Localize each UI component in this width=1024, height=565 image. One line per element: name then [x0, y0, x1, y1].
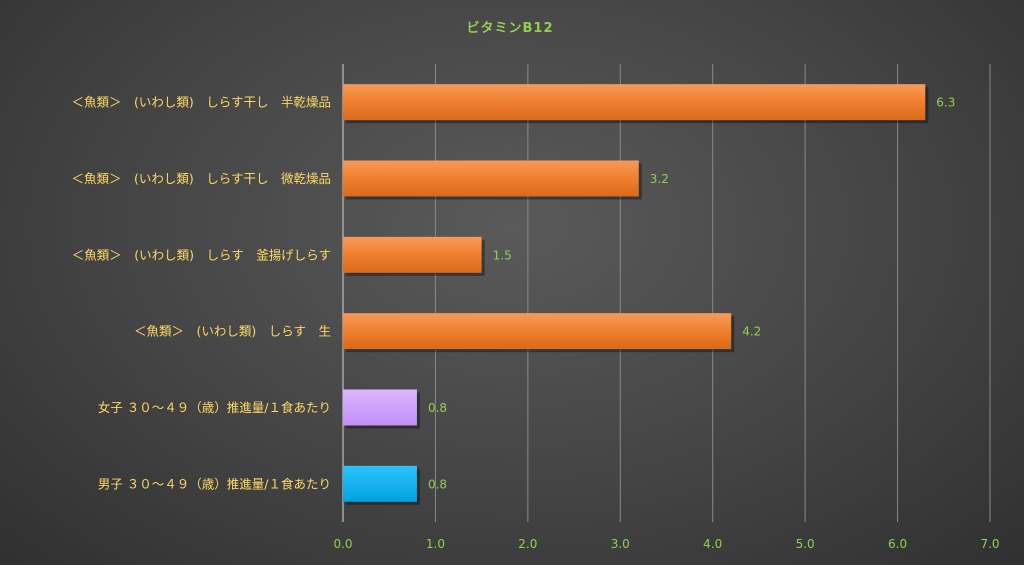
chart-title: ビタミンB12	[467, 20, 554, 36]
category-label: ＜魚類＞ (いわし類) しらす干し 半乾燥品	[71, 95, 331, 110]
x-tick-label: 6.0	[888, 537, 907, 551]
category-label: ＜魚類＞ (いわし類) しらす 釜揚げしらす	[72, 247, 331, 262]
x-tick-label: 7.0	[980, 537, 999, 551]
data-label: 4.2	[742, 325, 761, 339]
x-tick-label: 2.0	[518, 537, 537, 551]
bars	[343, 84, 929, 505]
x-tick-label: 3.0	[611, 537, 630, 551]
data-label: 0.8	[428, 477, 447, 491]
x-tick-label: 5.0	[796, 537, 815, 551]
bar	[343, 84, 926, 121]
gridlines	[342, 64, 991, 522]
bar	[343, 313, 732, 350]
bar	[343, 160, 639, 197]
category-label: 女子 ３０～４９（歳）推進量/１食あたり	[98, 400, 331, 415]
category-label: ＜魚類＞ (いわし類) しらす 生	[134, 324, 331, 339]
category-label: ＜魚類＞ (いわし類) しらす干し 微乾燥品	[71, 171, 331, 186]
data-label: 1.5	[493, 248, 512, 262]
bar	[343, 465, 417, 502]
data-label: 6.3	[936, 96, 955, 110]
bar	[343, 389, 417, 426]
x-tick-label: 1.0	[426, 537, 445, 551]
x-tick-label: 4.0	[703, 537, 722, 551]
bar	[343, 236, 482, 273]
labels: 0.0 1.0 2.0 3.0 4.0 5.0 6.0 7.0 ＜魚類＞ (いわし類) しらす干…	[71, 95, 999, 551]
data-label: 0.8	[428, 401, 447, 415]
data-label: 3.2	[650, 172, 669, 186]
x-tick-label: 0.0	[333, 537, 352, 551]
category-label: 男子 ３０～４９（歳）推進量/１食あたり	[98, 476, 331, 491]
